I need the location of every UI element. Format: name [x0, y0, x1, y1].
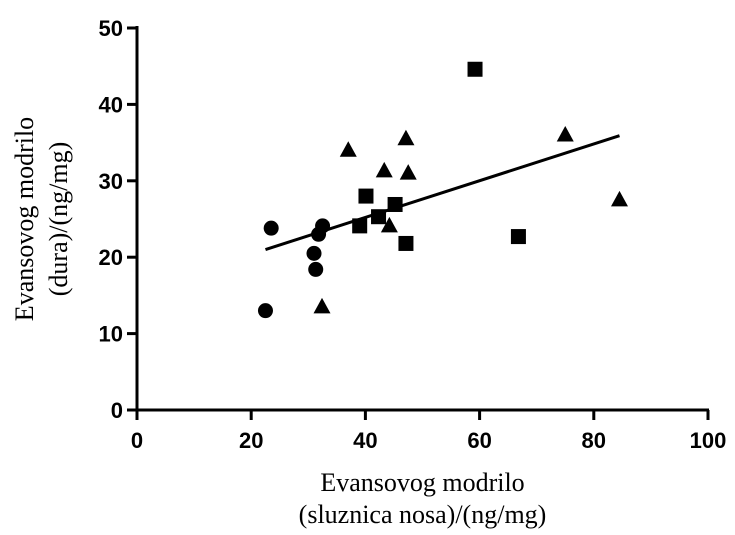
- data-point-triangle: [610, 190, 628, 207]
- tick-labels: 0 20 40 60 80 100 0 10 20 30 40 50: [99, 16, 727, 453]
- data-point-triangle: [313, 297, 331, 314]
- x-axis-title-line: (sluznica nosa)/(ng/mg): [299, 500, 547, 529]
- x-tick-label: 40: [353, 428, 377, 453]
- x-tick-label: 60: [467, 428, 491, 453]
- data-point-triangle: [380, 216, 398, 233]
- y-tick-label: 40: [99, 92, 123, 117]
- data-point-circle: [257, 303, 273, 319]
- data-point-square: [398, 235, 414, 251]
- y-tick-label: 30: [99, 169, 123, 194]
- data-point-triangle: [375, 161, 393, 178]
- x-axis-title-line: Evansovog modrilo: [320, 468, 524, 497]
- data-point-square: [387, 196, 403, 212]
- x-tick-label: 20: [239, 428, 263, 453]
- data-point-square: [371, 209, 387, 225]
- data-point-circle: [306, 245, 322, 261]
- axis-titles: Evansovog modrilo (sluznica nosa)/(ng/mg)…: [10, 117, 546, 529]
- data-point-square: [358, 188, 374, 204]
- data-point-square: [510, 229, 526, 245]
- x-tick-label: 80: [582, 428, 606, 453]
- y-tick-label: 50: [99, 16, 123, 41]
- markers-group: [257, 61, 628, 319]
- data-point-triangle: [399, 164, 417, 180]
- data-point-triangle: [397, 129, 415, 146]
- data-point-circle: [315, 218, 331, 234]
- data-point-circle: [263, 220, 279, 236]
- axes: [127, 26, 710, 420]
- y-tick-label: 0: [111, 398, 123, 423]
- data-point-triangle: [339, 141, 357, 157]
- y-axis-title-line: (dura)/(ng/mg): [44, 142, 73, 297]
- x-tick-label: 100: [690, 428, 727, 453]
- y-axis-title-line: Evansovog modrilo: [10, 117, 39, 321]
- data-point-square: [352, 218, 368, 234]
- x-tick-label: 0: [131, 428, 143, 453]
- data-point-square: [467, 61, 483, 77]
- data-point-circle: [308, 261, 324, 277]
- data-point-triangle: [556, 125, 574, 142]
- y-tick-label: 20: [99, 245, 123, 270]
- y-tick-label: 10: [99, 322, 123, 347]
